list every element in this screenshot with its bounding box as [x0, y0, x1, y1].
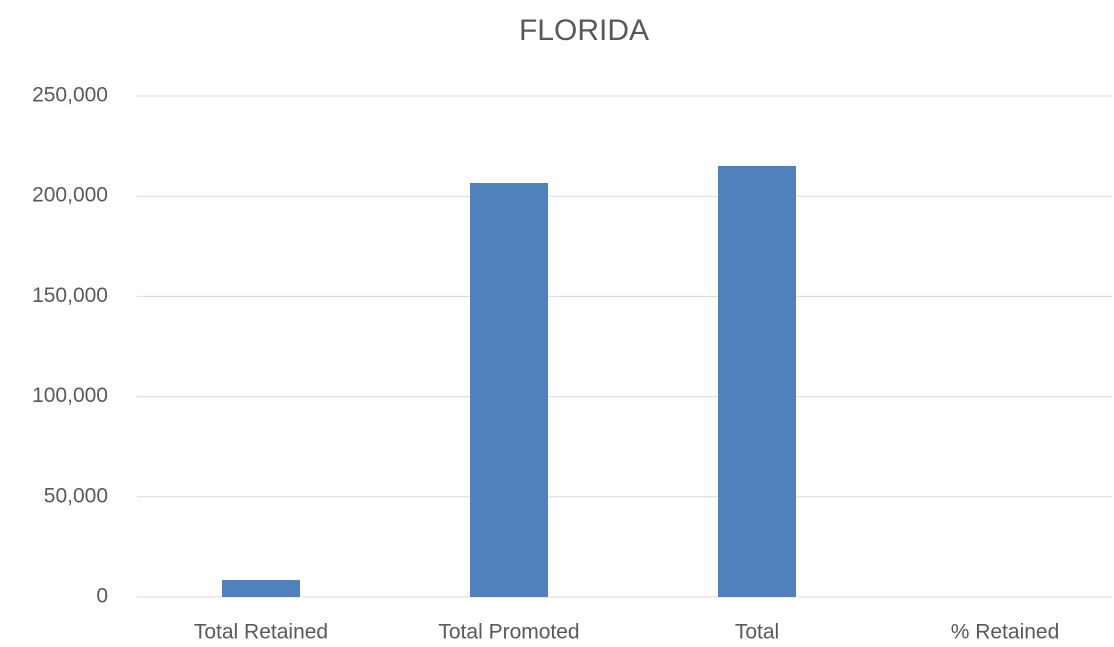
y-tick-label: 150,000	[32, 284, 108, 307]
x-tick-label: % Retained	[951, 621, 1060, 644]
bar	[222, 579, 300, 597]
y-tick-label: 100,000	[32, 384, 108, 407]
chart-title: FLORIDA	[519, 14, 649, 47]
y-tick-label: 0	[96, 585, 108, 608]
bar	[718, 165, 796, 597]
bar	[470, 182, 548, 597]
y-tick-label: 250,000	[32, 84, 108, 107]
y-tick-label: 200,000	[32, 184, 108, 207]
x-tick-label: Total Retained	[194, 621, 328, 644]
x-tick-label: Total Promoted	[438, 621, 579, 644]
y-tick-label: 50,000	[44, 484, 108, 507]
x-tick-label: Total	[735, 621, 779, 644]
